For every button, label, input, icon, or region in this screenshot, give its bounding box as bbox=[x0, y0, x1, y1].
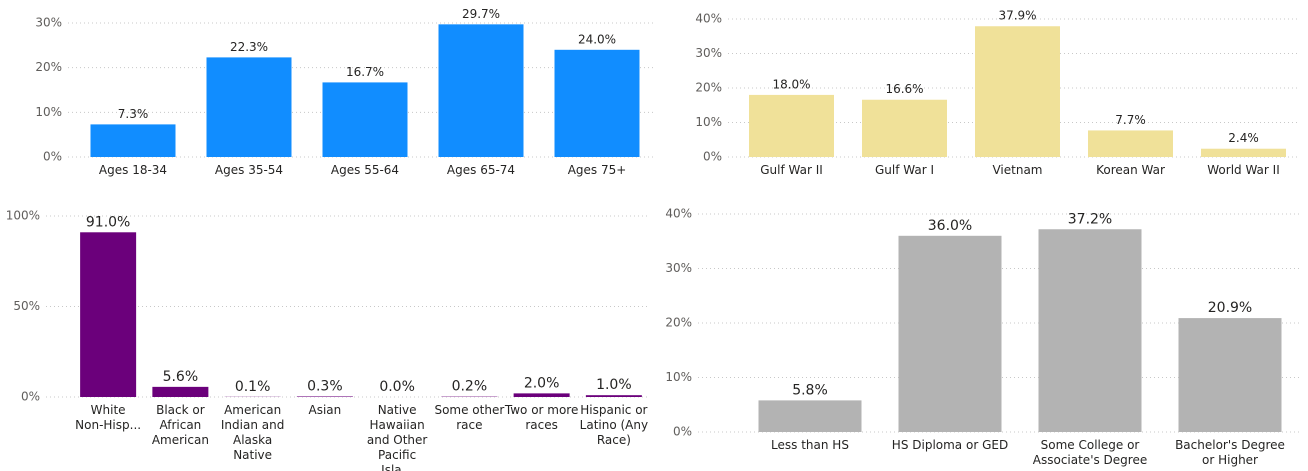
bar bbox=[749, 94, 834, 157]
y-tick-label: 30% bbox=[665, 261, 692, 275]
y-tick-label: 0% bbox=[21, 390, 40, 404]
y-tick-label: 10% bbox=[35, 105, 62, 119]
data-label: 2.4% bbox=[1228, 131, 1259, 145]
data-label: 7.7% bbox=[1115, 113, 1146, 127]
x-tick-label: Asian bbox=[308, 403, 341, 417]
x-tick-label: Bachelor's Degree or Higher bbox=[1175, 438, 1285, 467]
y-tick-label: 10% bbox=[665, 370, 692, 384]
y-tick-label: 40% bbox=[695, 12, 722, 26]
x-tick-label: Ages 35-54 bbox=[215, 163, 283, 177]
bar bbox=[296, 396, 353, 397]
data-label: 1.0% bbox=[596, 377, 632, 393]
x-tick-label: HS Diploma or GED bbox=[892, 438, 1008, 452]
bar bbox=[513, 393, 570, 397]
y-tick-label: 40% bbox=[665, 207, 692, 221]
y-tick-label: 100% bbox=[6, 209, 40, 223]
bar bbox=[90, 124, 176, 157]
data-label: 16.6% bbox=[885, 82, 923, 96]
data-label: 20.9% bbox=[1208, 300, 1252, 316]
bar bbox=[975, 26, 1060, 158]
data-label: 0.1% bbox=[235, 379, 271, 395]
bar bbox=[1178, 318, 1282, 432]
y-tick-label: 30% bbox=[35, 16, 62, 30]
x-tick-label: Two or more races bbox=[504, 403, 579, 432]
bar bbox=[322, 82, 408, 157]
data-label: 29.7% bbox=[462, 7, 500, 21]
y-tick-label: 20% bbox=[665, 316, 692, 330]
y-tick-label: 10% bbox=[695, 115, 722, 129]
x-tick-label: Native Hawaiian and Other Pacific Isla... bbox=[367, 403, 428, 471]
x-tick-label: Some College or Associate's Degree bbox=[1033, 438, 1147, 467]
y-tick-label: 0% bbox=[703, 150, 722, 164]
data-label: 24.0% bbox=[578, 32, 616, 46]
bar bbox=[1201, 148, 1286, 157]
bar bbox=[758, 400, 862, 432]
y-tick-label: 20% bbox=[35, 60, 62, 74]
data-label: 22.3% bbox=[230, 40, 268, 54]
x-tick-label: Gulf War II bbox=[760, 163, 823, 177]
data-label: 0.2% bbox=[452, 379, 488, 395]
x-tick-label: World War II bbox=[1207, 163, 1279, 177]
data-label: 0.0% bbox=[379, 379, 415, 395]
y-tick-label: 0% bbox=[43, 150, 62, 164]
x-tick-label: American Indian and Alaska Native bbox=[221, 403, 284, 462]
x-tick-label: Vietnam bbox=[992, 163, 1042, 177]
data-label: 16.7% bbox=[346, 65, 384, 79]
x-tick-label: Some other race bbox=[434, 403, 504, 432]
bar bbox=[585, 395, 642, 397]
data-label: 7.3% bbox=[118, 107, 149, 121]
x-tick-label: Ages 75+ bbox=[568, 163, 627, 177]
y-tick-label: 20% bbox=[695, 81, 722, 95]
data-label: 37.9% bbox=[998, 9, 1036, 23]
x-tick-label: Black or African American bbox=[152, 403, 209, 447]
data-label: 18.0% bbox=[772, 77, 810, 91]
x-tick-label: Korean War bbox=[1096, 163, 1165, 177]
x-tick-label: Less than HS bbox=[771, 438, 849, 452]
bar bbox=[862, 99, 947, 157]
data-label: 2.0% bbox=[524, 375, 560, 391]
bar bbox=[1088, 130, 1173, 157]
data-label: 36.0% bbox=[928, 218, 972, 234]
bar bbox=[1038, 229, 1142, 432]
x-tick-label: Gulf War I bbox=[875, 163, 934, 177]
bar bbox=[554, 49, 640, 157]
data-label: 5.6% bbox=[163, 369, 199, 385]
x-tick-label: Ages 18-34 bbox=[99, 163, 167, 177]
bar bbox=[898, 235, 1002, 432]
data-label: 37.2% bbox=[1068, 211, 1112, 227]
y-tick-label: 0% bbox=[673, 425, 692, 439]
bar bbox=[206, 57, 292, 157]
y-tick-label: 30% bbox=[695, 46, 722, 60]
bar bbox=[438, 24, 524, 158]
data-label: 91.0% bbox=[86, 214, 130, 230]
bar bbox=[152, 386, 209, 397]
data-label: 5.8% bbox=[792, 382, 828, 398]
x-tick-label: Ages 65-74 bbox=[447, 163, 515, 177]
bar bbox=[80, 232, 137, 397]
x-tick-label: White Non-Hisp... bbox=[75, 403, 141, 432]
data-label: 0.3% bbox=[307, 378, 343, 394]
x-tick-label: Hispanic or Latino (Any Race) bbox=[580, 403, 648, 447]
x-tick-label: Ages 55-64 bbox=[331, 163, 399, 177]
y-tick-label: 50% bbox=[13, 299, 40, 313]
